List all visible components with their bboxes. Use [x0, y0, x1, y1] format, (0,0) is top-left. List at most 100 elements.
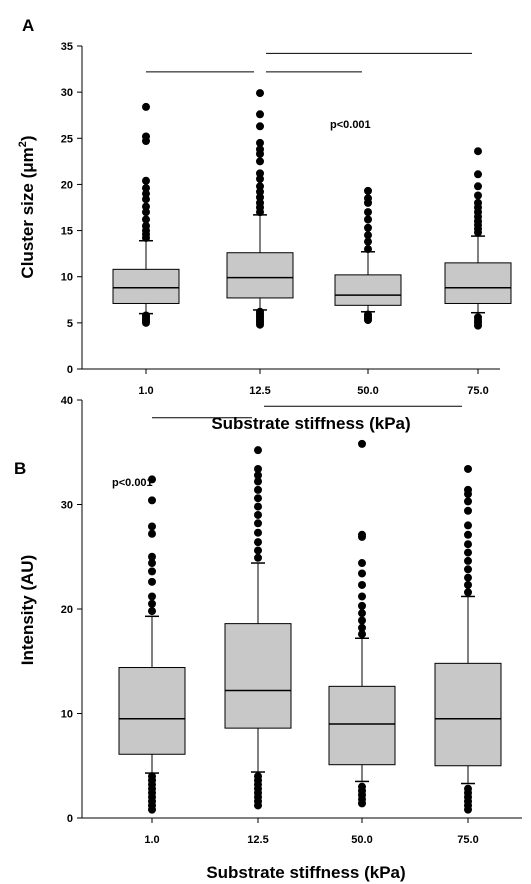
outlier-point — [256, 89, 264, 98]
outlier-point — [148, 577, 156, 586]
outlier-point — [256, 187, 264, 196]
outlier-point — [256, 174, 264, 183]
outlier-point — [142, 132, 150, 141]
outlier-point — [474, 313, 482, 322]
outlier-point — [474, 147, 482, 156]
outlier-point — [256, 110, 264, 119]
panel-a-y-tick-label: 30 — [61, 87, 73, 99]
outlier-point — [148, 529, 156, 538]
outlier-point — [254, 502, 262, 511]
outlier-point — [256, 157, 264, 166]
outlier-point — [474, 170, 482, 179]
outlier-point — [142, 215, 150, 224]
panel-b-y-tick-label: 30 — [61, 500, 73, 512]
box-1.0 — [118, 667, 186, 755]
panel-a-y-tick-label: 0 — [67, 364, 73, 376]
outlier-point — [148, 496, 156, 505]
outlier-point — [464, 548, 472, 557]
outlier-point — [148, 607, 156, 616]
outlier-point — [256, 193, 264, 202]
panel-a-y-tick-label: 20 — [61, 179, 73, 191]
outlier-point — [364, 223, 372, 232]
box-50.0 — [334, 274, 402, 306]
panel-a-x-tick-label: 12.5 — [249, 385, 270, 397]
panel-a-x-tick-label: 75.0 — [467, 385, 488, 397]
panel-b-y-tick-label: 20 — [61, 604, 73, 616]
panel-a-x-tick-label: 1.0 — [138, 385, 153, 397]
outlier-point — [464, 556, 472, 565]
panel-b-x-tick-label: 75.0 — [457, 834, 478, 846]
outlier-point — [464, 565, 472, 574]
panel-b: B p<0.001 Intensity (AU) Substrate stiff… — [14, 395, 522, 882]
outlier-point — [142, 311, 150, 320]
outlier-point — [256, 138, 264, 147]
outlier-point — [364, 245, 372, 254]
outlier-point — [148, 592, 156, 601]
outlier-point — [256, 182, 264, 191]
outlier-point — [464, 540, 472, 549]
box-12.5 — [224, 623, 292, 729]
outlier-point — [254, 446, 262, 455]
panel-b-y-tick-label: 40 — [61, 395, 73, 407]
outlier-point — [148, 599, 156, 608]
outlier-point — [254, 528, 262, 537]
panel-a-y-axis-title: Cluster size (μm2) — [17, 135, 37, 278]
outlier-point — [256, 169, 264, 178]
outlier-point — [358, 559, 366, 568]
outlier-point — [254, 485, 262, 494]
panel-b-x-tick-label: 12.5 — [247, 834, 268, 846]
outlier-point — [254, 519, 262, 528]
outlier-point — [358, 580, 366, 589]
panel-a-y-tick-label: 10 — [61, 272, 73, 284]
outlier-point — [364, 310, 372, 319]
panel-a-y-tick-label: 25 — [61, 133, 73, 145]
outlier-point — [464, 784, 472, 793]
outlier-point — [474, 182, 482, 191]
outlier-point — [148, 475, 156, 484]
outlier-point — [142, 102, 150, 111]
outlier-point — [254, 510, 262, 519]
outlier-point — [464, 530, 472, 539]
outlier-point — [148, 567, 156, 576]
outlier-point — [474, 198, 482, 207]
box-50.0 — [328, 685, 396, 766]
outlier-point — [142, 202, 150, 211]
box-12.5 — [226, 252, 294, 299]
outlier-point — [256, 307, 264, 316]
outlier-point — [254, 553, 262, 562]
outlier-point — [364, 186, 372, 195]
outlier-point — [464, 497, 472, 506]
box-75.0 — [444, 262, 512, 304]
outlier-point — [358, 439, 366, 448]
panel-b-y-tick-label: 10 — [61, 709, 73, 721]
outlier-point — [148, 559, 156, 568]
panel-b-label: B — [14, 459, 26, 478]
panel-a-label: A — [22, 16, 34, 35]
outlier-point — [142, 184, 150, 193]
outlier-point — [254, 477, 262, 486]
outlier-point — [148, 522, 156, 531]
panel-a-y-tick-label: 35 — [61, 41, 73, 53]
outlier-point — [364, 237, 372, 246]
outlier-point — [474, 191, 482, 200]
outlier-point — [464, 580, 472, 589]
outlier-point — [358, 782, 366, 791]
panel-b-x-tick-label: 50.0 — [351, 834, 372, 846]
outlier-point — [256, 198, 264, 207]
outlier-point — [358, 609, 366, 618]
outlier-point — [358, 616, 366, 625]
outlier-point — [358, 623, 366, 632]
outlier-point — [254, 546, 262, 555]
panel-a: A p<0.001 Cluster size (μm2) Substrate s… — [17, 16, 512, 433]
outlier-point — [256, 122, 264, 131]
outlier-point — [464, 485, 472, 494]
panel-a-x-tick-label: 50.0 — [357, 385, 378, 397]
panel-b-y-axis-title: Intensity (AU) — [18, 555, 37, 666]
outlier-point — [254, 538, 262, 547]
outlier-point — [148, 552, 156, 561]
outlier-point — [464, 464, 472, 473]
outlier-point — [358, 601, 366, 610]
outlier-point — [364, 208, 372, 217]
outlier-point — [142, 176, 150, 185]
